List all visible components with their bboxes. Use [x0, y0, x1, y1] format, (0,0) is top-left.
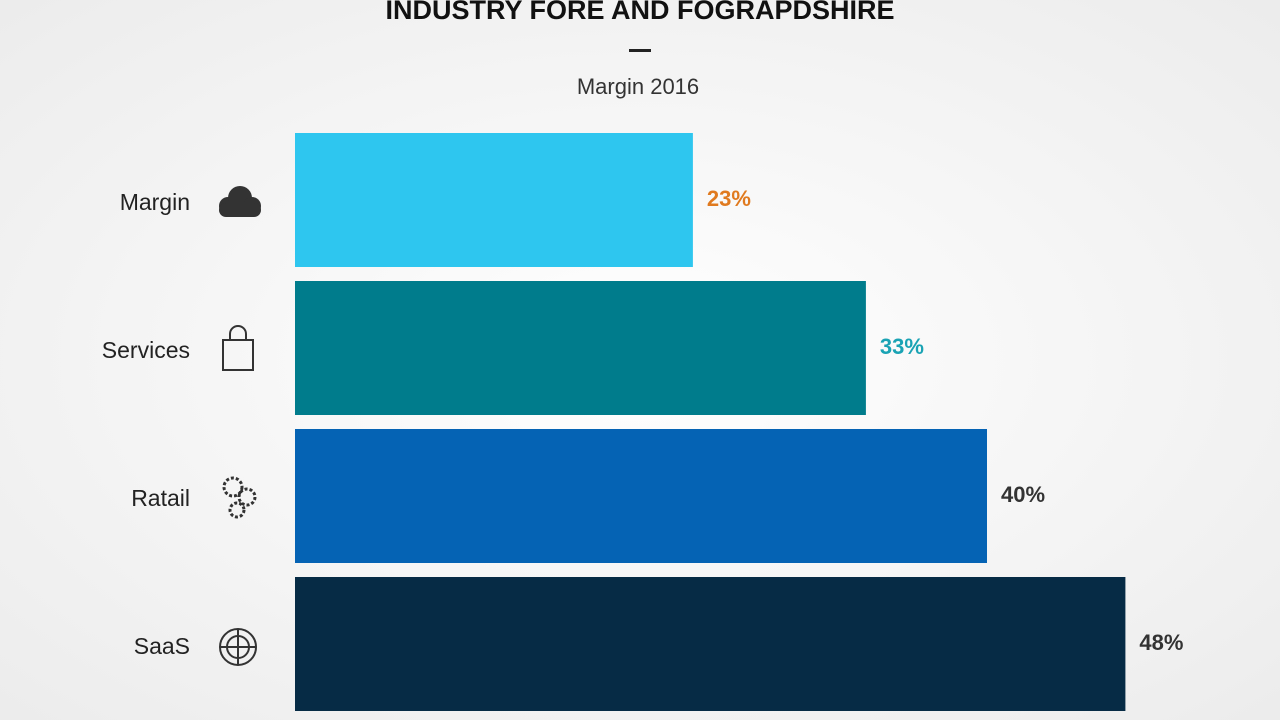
title-divider — [629, 49, 651, 52]
category-label: Ratail — [131, 485, 190, 511]
bar — [295, 429, 987, 563]
bar — [295, 577, 1126, 711]
cloud-icon — [219, 186, 261, 217]
bar — [295, 133, 693, 267]
bar — [295, 281, 866, 415]
category-label: Margin — [120, 189, 190, 215]
bag-icon — [222, 325, 254, 371]
value-label: 33% — [880, 334, 924, 359]
gears-icon — [222, 476, 257, 519]
value-label: 40% — [1001, 482, 1045, 507]
category-label: Services — [102, 337, 190, 363]
chart-title: INDUSTRY FORE AND FOGRAPDSHIRE — [385, 0, 894, 25]
chart-subtitle: Margin 2016 — [577, 74, 699, 99]
globe-icon — [219, 628, 257, 666]
category-label: SaaS — [134, 633, 190, 659]
value-label: 48% — [1139, 630, 1183, 655]
value-label: 23% — [707, 186, 751, 211]
